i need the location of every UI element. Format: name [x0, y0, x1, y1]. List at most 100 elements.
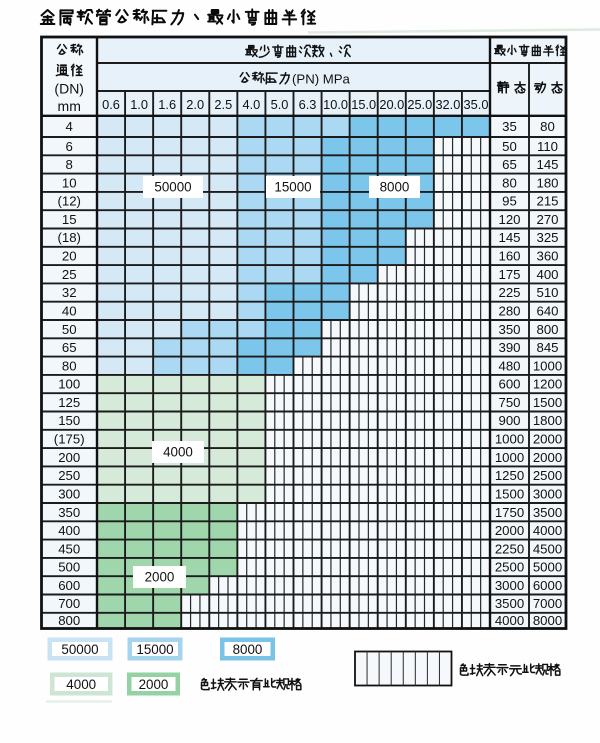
svg-text:100: 100: [58, 377, 80, 392]
svg-text:3500: 3500: [533, 505, 562, 520]
svg-text:400: 400: [58, 523, 80, 538]
svg-text:15: 15: [62, 212, 77, 227]
svg-text:145: 145: [498, 230, 520, 245]
svg-text:50000: 50000: [61, 642, 98, 657]
svg-text:225: 225: [498, 285, 520, 300]
svg-text:2000: 2000: [495, 523, 524, 538]
svg-text:4500: 4500: [533, 541, 562, 556]
svg-text:180: 180: [536, 175, 558, 190]
svg-text:215: 215: [536, 194, 558, 209]
svg-text:360: 360: [536, 249, 558, 264]
svg-text:5000: 5000: [533, 560, 562, 575]
svg-text:25.0: 25.0: [407, 97, 432, 112]
svg-text:700: 700: [58, 596, 80, 611]
svg-text:20.0: 20.0: [379, 97, 404, 112]
svg-text:40: 40: [62, 304, 77, 319]
svg-text:145: 145: [536, 157, 558, 172]
svg-text:900: 900: [498, 413, 520, 428]
svg-text:1500: 1500: [495, 487, 524, 502]
svg-text:4: 4: [66, 119, 73, 134]
svg-text:mm: mm: [58, 98, 81, 114]
svg-text:3000: 3000: [533, 487, 562, 502]
svg-text:510: 510: [536, 285, 558, 300]
svg-text:8000: 8000: [380, 180, 410, 195]
svg-text:1000: 1000: [533, 358, 562, 373]
svg-text:2000: 2000: [139, 677, 169, 692]
svg-text:0.6: 0.6: [102, 97, 120, 112]
svg-text:2500: 2500: [495, 560, 524, 575]
svg-text:8000: 8000: [233, 642, 263, 657]
svg-text:350: 350: [58, 505, 80, 520]
svg-text:1500: 1500: [533, 395, 562, 410]
svg-text:175: 175: [498, 267, 520, 282]
svg-text:480: 480: [498, 358, 520, 373]
svg-text:10.0: 10.0: [323, 97, 348, 112]
svg-text:2500: 2500: [533, 468, 562, 483]
svg-text:800: 800: [536, 322, 558, 337]
svg-text:1200: 1200: [533, 377, 562, 392]
svg-text:(PN) MPa: (PN) MPa: [292, 72, 351, 87]
svg-text:4000: 4000: [533, 523, 562, 538]
svg-text:35.0: 35.0: [464, 97, 489, 112]
svg-text:200: 200: [58, 450, 80, 465]
svg-text:325: 325: [536, 230, 558, 245]
svg-text:7000: 7000: [533, 596, 562, 611]
svg-text:2000: 2000: [145, 570, 175, 585]
svg-text:32.0: 32.0: [435, 97, 460, 112]
svg-text:4000: 4000: [66, 677, 96, 692]
svg-text:25: 25: [62, 267, 77, 282]
svg-text:2000: 2000: [533, 450, 562, 465]
svg-text:390: 390: [498, 340, 520, 355]
svg-text:2.5: 2.5: [214, 97, 232, 112]
svg-text:4.0: 4.0: [243, 97, 261, 112]
svg-text:2000: 2000: [533, 432, 562, 447]
svg-text:125: 125: [58, 395, 80, 410]
svg-text:65: 65: [62, 340, 77, 355]
svg-text:280: 280: [498, 304, 520, 319]
svg-text:1.6: 1.6: [158, 97, 176, 112]
svg-text:250: 250: [58, 468, 80, 483]
svg-text:1750: 1750: [495, 505, 524, 520]
svg-text:500: 500: [58, 560, 80, 575]
svg-text:20: 20: [62, 249, 77, 264]
svg-text:65: 65: [502, 157, 517, 172]
svg-text:(DN): (DN): [54, 81, 84, 97]
svg-text:1000: 1000: [495, 450, 524, 465]
svg-text:4000: 4000: [495, 613, 524, 628]
svg-text:1000: 1000: [495, 432, 524, 447]
svg-text:8000: 8000: [533, 613, 562, 628]
svg-text:600: 600: [58, 578, 80, 593]
svg-text:(175): (175): [54, 432, 85, 447]
svg-text:50: 50: [502, 139, 517, 154]
svg-text:95: 95: [502, 194, 517, 209]
svg-text:110: 110: [537, 139, 558, 154]
svg-text:6000: 6000: [533, 578, 562, 593]
svg-text:1.0: 1.0: [130, 97, 148, 112]
svg-text:80: 80: [62, 358, 77, 373]
svg-text:80: 80: [540, 119, 555, 134]
svg-text:3500: 3500: [495, 596, 524, 611]
svg-text:160: 160: [498, 249, 520, 264]
svg-text:15.0: 15.0: [351, 97, 376, 112]
svg-text:2250: 2250: [495, 541, 524, 556]
svg-text:800: 800: [58, 613, 80, 628]
svg-text:300: 300: [58, 487, 80, 502]
svg-text:80: 80: [502, 175, 517, 190]
svg-text:150: 150: [58, 413, 80, 428]
svg-text:450: 450: [58, 541, 80, 556]
svg-text:35: 35: [502, 119, 517, 134]
svg-text:5.0: 5.0: [271, 97, 289, 112]
svg-text:2.0: 2.0: [186, 97, 204, 112]
svg-text:32: 32: [62, 285, 77, 300]
svg-text:50: 50: [62, 322, 77, 337]
svg-text:400: 400: [536, 267, 558, 282]
svg-text:3000: 3000: [495, 578, 524, 593]
svg-text:600: 600: [498, 377, 520, 392]
svg-text:1800: 1800: [533, 413, 562, 428]
svg-text:845: 845: [536, 340, 558, 355]
svg-text:15000: 15000: [274, 180, 311, 195]
svg-text:640: 640: [536, 304, 558, 319]
svg-text:6: 6: [66, 139, 73, 154]
svg-text:(12): (12): [57, 194, 80, 209]
svg-text:120: 120: [498, 212, 520, 227]
